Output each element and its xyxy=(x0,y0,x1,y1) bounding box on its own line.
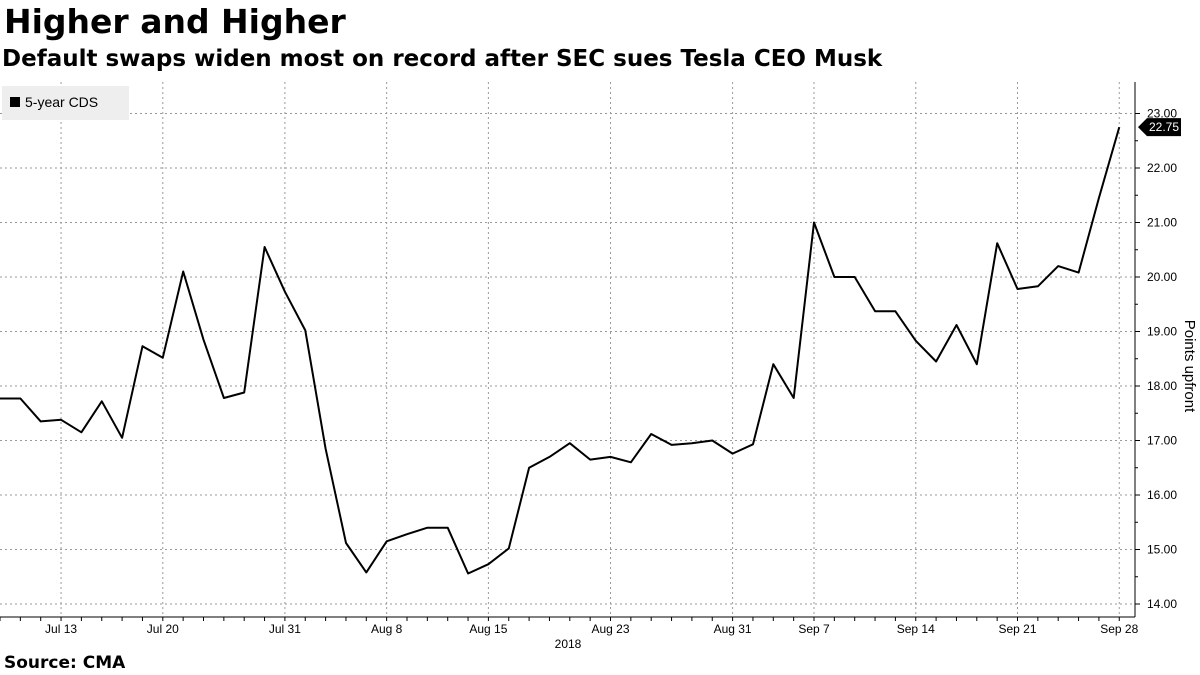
x-tick-label: Aug 23 xyxy=(591,622,629,636)
y-axis-ticks: 14.00 15.00 16.00 17.00 18.00 19.00 20.00 21.00… xyxy=(1135,107,1177,611)
legend-box xyxy=(2,86,129,120)
x-tick-label: Sep 28 xyxy=(1100,622,1138,636)
y-tick-label: 15.00 xyxy=(1147,543,1177,557)
y-tick-label: 14.00 xyxy=(1147,597,1177,611)
y-tick-label: 18.00 xyxy=(1147,379,1177,393)
y-tick-label: 20.00 xyxy=(1147,270,1177,284)
y-tick-label: 16.00 xyxy=(1147,488,1177,502)
legend-swatch xyxy=(10,97,20,107)
x-tick-label: Aug 15 xyxy=(469,622,507,636)
x-tick-label: Sep 21 xyxy=(998,622,1036,636)
legend-label: 5-year CDS xyxy=(25,94,98,110)
x-axis-label: 2018 xyxy=(555,637,582,651)
last-value-flag: 22.75 xyxy=(1138,118,1181,137)
y-tick-label: 19.00 xyxy=(1147,325,1177,339)
x-axis-ticks: Jul 13 Jul 20 Jul 31 Aug 8 Aug 15 Aug 23 Aug 3… xyxy=(0,617,1139,636)
y-tick-label: 22.00 xyxy=(1147,161,1177,175)
last-value-label: 22.75 xyxy=(1149,120,1179,134)
x-tick-label: Sep 7 xyxy=(798,622,830,636)
x-tick-label: Jul 31 xyxy=(269,622,301,636)
y-tick-label: 17.00 xyxy=(1147,434,1177,448)
grid-lines xyxy=(0,82,1135,617)
x-tick-label: Aug 31 xyxy=(714,622,752,636)
chart-title: Higher and Higher xyxy=(4,2,346,41)
axes xyxy=(0,82,1136,618)
series-line-5-year-cds xyxy=(0,126,1121,575)
x-tick-label: Aug 8 xyxy=(371,622,403,636)
source-note: Source: CMA xyxy=(4,653,126,673)
x-tick-label: Jul 20 xyxy=(147,622,179,636)
series-group xyxy=(0,126,1121,575)
x-tick-label: Jul 13 xyxy=(45,622,77,636)
legend: 5-year CDS xyxy=(2,86,129,120)
y-axis-label: Points upfront xyxy=(1181,320,1198,413)
y-tick-label: 21.00 xyxy=(1147,216,1177,230)
y-tick-label: 23.00 xyxy=(1147,107,1177,121)
x-tick-label: Sep 14 xyxy=(897,622,935,636)
chart-subtitle: Default swaps widen most on record after… xyxy=(2,46,883,72)
last-value-flag-shape xyxy=(1138,118,1181,137)
